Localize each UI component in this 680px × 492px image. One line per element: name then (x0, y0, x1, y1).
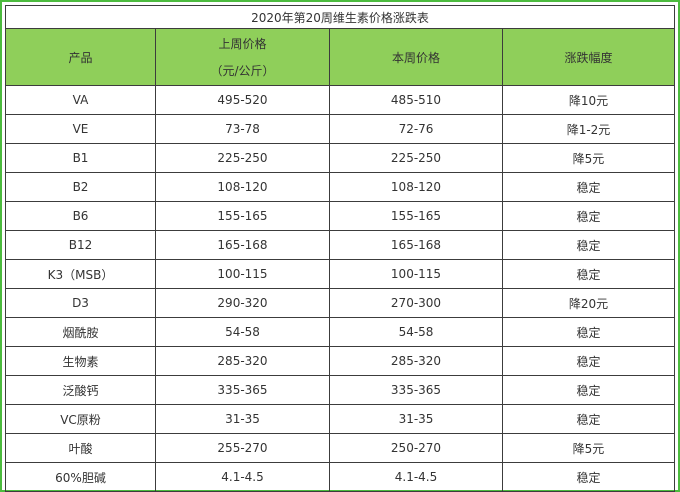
change-cell: 稳定 (502, 317, 675, 347)
product-cell: B2 (5, 172, 156, 202)
this-week-cell: 72-76 (329, 114, 503, 144)
change-cell: 稳定 (502, 172, 675, 202)
this-week-cell: 31-35 (329, 404, 503, 434)
this-week-cell: 225-250 (329, 143, 503, 173)
table-row: K3（MSB） 100-115 100-115 稳定 (5, 259, 675, 289)
last-week-cell: 165-168 (155, 230, 330, 260)
this-week-cell: 485-510 (329, 85, 503, 115)
product-cell: B12 (5, 230, 156, 260)
change-cell: 降10元 (502, 85, 675, 115)
header-this-week: 本周价格 (329, 28, 503, 86)
this-week-cell: 250-270 (329, 433, 503, 463)
product-cell: 生物素 (5, 346, 156, 376)
table-row: VE 73-78 72-76 降1-2元 (5, 114, 675, 144)
last-week-cell: 335-365 (155, 375, 330, 405)
table-row: 叶酸 255-270 250-270 降5元 (5, 433, 675, 463)
table-title: 2020年第20周维生素价格涨跌表 (5, 5, 675, 29)
table-row: VA 495-520 485-510 降10元 (5, 85, 675, 115)
product-cell: B6 (5, 201, 156, 231)
change-cell: 降1-2元 (502, 114, 675, 144)
vitamin-price-table: 2020年第20周维生素价格涨跌表 产品 上周价格 （元/公斤） 本周价格 涨跌… (5, 5, 675, 492)
last-week-cell: 225-250 (155, 143, 330, 173)
title-row: 2020年第20周维生素价格涨跌表 (5, 5, 675, 29)
this-week-cell: 285-320 (329, 346, 503, 376)
product-cell: VC原粉 (5, 404, 156, 434)
last-week-cell: 108-120 (155, 172, 330, 202)
product-cell: 泛酸钙 (5, 375, 156, 405)
change-cell: 稳定 (502, 230, 675, 260)
this-week-cell: 4.1-4.5 (329, 462, 503, 492)
product-cell: D3 (5, 288, 156, 318)
this-week-cell: 165-168 (329, 230, 503, 260)
table-row: B2 108-120 108-120 稳定 (5, 172, 675, 202)
change-cell: 稳定 (502, 346, 675, 376)
change-cell: 降5元 (502, 433, 675, 463)
this-week-cell: 108-120 (329, 172, 503, 202)
product-cell: 60%胆碱 (5, 462, 156, 492)
this-week-cell: 155-165 (329, 201, 503, 231)
this-week-cell: 270-300 (329, 288, 503, 318)
product-cell: 烟酰胺 (5, 317, 156, 347)
table-row: B6 155-165 155-165 稳定 (5, 201, 675, 231)
last-week-cell: 31-35 (155, 404, 330, 434)
product-cell: 叶酸 (5, 433, 156, 463)
change-cell: 降5元 (502, 143, 675, 173)
change-cell: 稳定 (502, 201, 675, 231)
last-week-cell: 495-520 (155, 85, 330, 115)
product-cell: VE (5, 114, 156, 144)
last-week-cell: 290-320 (155, 288, 330, 318)
table-body: VA 495-520 485-510 降10元 VE 73-78 72-76 降1-2元 B1 2… (5, 85, 675, 492)
last-week-cell: 73-78 (155, 114, 330, 144)
last-week-cell: 4.1-4.5 (155, 462, 330, 492)
table-row: 60%胆碱 4.1-4.5 4.1-4.5 稳定 (5, 462, 675, 492)
change-cell: 稳定 (502, 462, 675, 492)
header-last-week: 上周价格 （元/公斤） (155, 28, 330, 86)
table-row: D3 290-320 270-300 降20元 (5, 288, 675, 318)
header-unit: （元/公斤） (210, 64, 275, 78)
change-cell: 稳定 (502, 259, 675, 289)
table-row: 泛酸钙 335-365 335-365 稳定 (5, 375, 675, 405)
table-row: VC原粉 31-35 31-35 稳定 (5, 404, 675, 434)
header-change: 涨跌幅度 (502, 28, 675, 86)
last-week-cell: 255-270 (155, 433, 330, 463)
table-row: B1 225-250 225-250 降5元 (5, 143, 675, 173)
table-row: 烟酰胺 54-58 54-58 稳定 (5, 317, 675, 347)
last-week-cell: 100-115 (155, 259, 330, 289)
last-week-cell: 285-320 (155, 346, 330, 376)
table-row: 生物素 285-320 285-320 稳定 (5, 346, 675, 376)
change-cell: 降20元 (502, 288, 675, 318)
header-row: 产品 上周价格 （元/公斤） 本周价格 涨跌幅度 (5, 28, 675, 86)
header-last-week-label: 上周价格 (218, 37, 267, 51)
table-row: B12 165-168 165-168 稳定 (5, 230, 675, 260)
header-product: 产品 (5, 28, 156, 86)
product-cell: VA (5, 85, 156, 115)
change-cell: 稳定 (502, 375, 675, 405)
product-cell: B1 (5, 143, 156, 173)
this-week-cell: 54-58 (329, 317, 503, 347)
last-week-cell: 155-165 (155, 201, 330, 231)
this-week-cell: 335-365 (329, 375, 503, 405)
this-week-cell: 100-115 (329, 259, 503, 289)
product-cell: K3（MSB） (5, 259, 156, 289)
last-week-cell: 54-58 (155, 317, 330, 347)
change-cell: 稳定 (502, 404, 675, 434)
